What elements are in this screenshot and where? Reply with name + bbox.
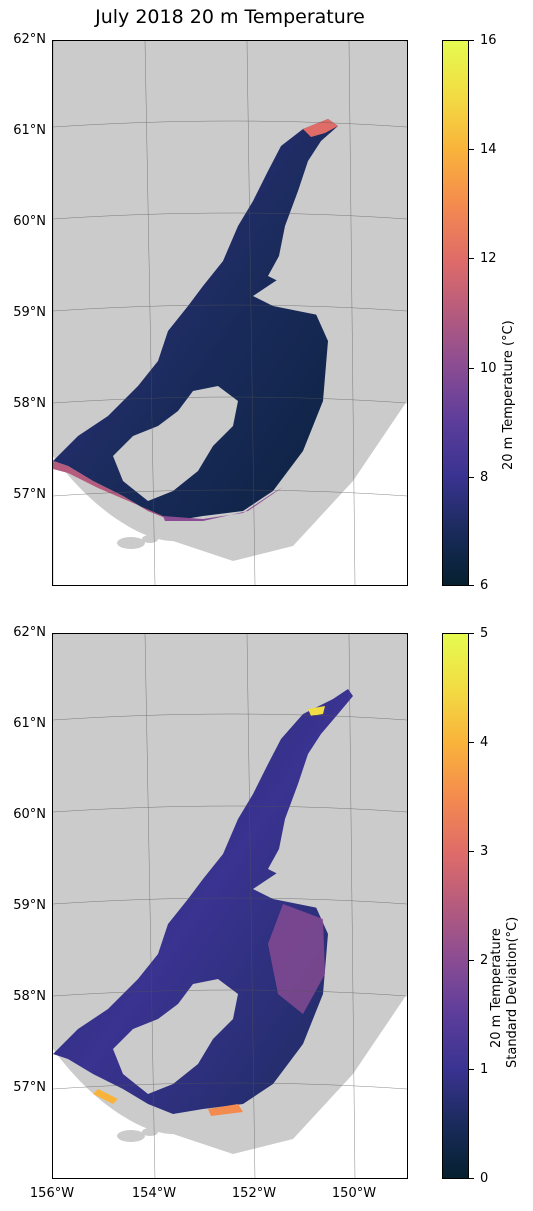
colorbar-std xyxy=(442,633,469,1179)
colorbar-label: 20 m Temperature (°C) xyxy=(501,320,516,470)
lat-label: 61°N xyxy=(13,123,46,138)
colorbar-tick: 1 xyxy=(480,1062,489,1077)
lon-label: 152°W xyxy=(231,1186,277,1201)
colorbar-tick: 3 xyxy=(480,844,489,859)
figure-title: July 2018 20 m Temperature xyxy=(95,6,365,28)
colorbar-tick: 6 xyxy=(480,578,489,593)
colorbar-tick: 8 xyxy=(480,470,489,485)
colorbar-tick: 4 xyxy=(480,735,489,750)
colorbar-tick: 14 xyxy=(480,142,497,157)
colorbar-label: 20 m Temperature xyxy=(489,928,504,1048)
lat-label: 62°N xyxy=(13,625,46,640)
open-ocean xyxy=(53,994,407,1178)
lat-label: 57°N xyxy=(13,487,46,502)
map-panel-temperature xyxy=(52,40,408,586)
lat-label: 60°N xyxy=(13,807,46,822)
map-panel-std xyxy=(52,633,408,1179)
island-kodiak xyxy=(113,386,238,501)
open-ocean xyxy=(53,401,407,585)
lon-label: 150°W xyxy=(331,1186,377,1201)
lat-label: 61°N xyxy=(13,716,46,731)
colorbar-label-line2: Standard Deviation(°C) xyxy=(505,916,520,1068)
lat-label: 62°N xyxy=(13,32,46,47)
lat-label: 57°N xyxy=(13,1080,46,1095)
colorbar-tick: 12 xyxy=(480,251,497,266)
lat-label: 59°N xyxy=(13,305,46,320)
lat-label: 58°N xyxy=(13,989,46,1004)
colorbar-tick: 0 xyxy=(480,1171,489,1186)
colorbar-tick: 2 xyxy=(480,953,489,968)
colorbar-tick: 5 xyxy=(480,626,489,641)
colorbar-temperature xyxy=(442,40,469,586)
lon-label: 154°W xyxy=(131,1186,177,1201)
colorbar-tick: 16 xyxy=(480,33,497,48)
lon-label: 156°W xyxy=(29,1186,75,1201)
lat-label: 59°N xyxy=(13,898,46,913)
lat-label: 58°N xyxy=(13,396,46,411)
colorbar-tick: 10 xyxy=(480,361,497,376)
lat-label: 60°N xyxy=(13,214,46,229)
island-kodiak xyxy=(113,979,238,1094)
model-domain-water xyxy=(53,119,338,521)
model-domain-water xyxy=(53,689,353,1114)
